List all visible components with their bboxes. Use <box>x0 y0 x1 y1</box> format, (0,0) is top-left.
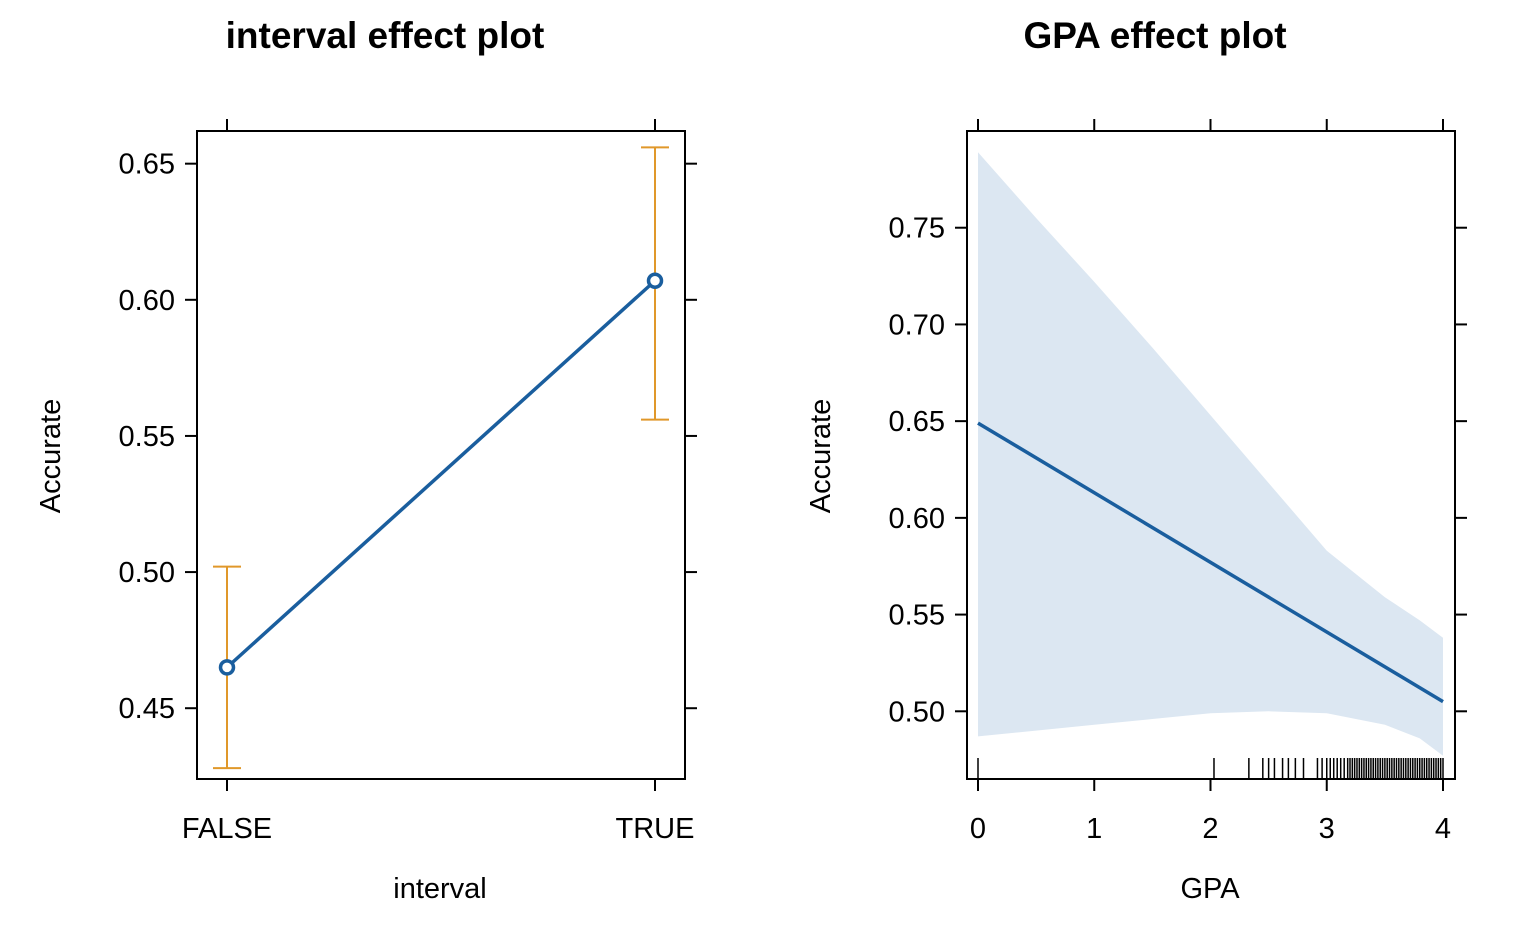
interval-effect-panel: interval effect plot interval Accurate F… <box>35 15 697 905</box>
x-tick-label: FALSE <box>182 813 272 845</box>
y-tick-label: 0.50 <box>889 696 945 728</box>
x-axis-label: interval <box>393 873 487 905</box>
y-tick-label: 0.45 <box>119 693 175 725</box>
x-tick-label: 3 <box>1319 813 1335 845</box>
x-tick-label: 0 <box>970 813 986 845</box>
y-tick-label: 0.65 <box>119 149 175 181</box>
y-tick-label: 0.50 <box>119 557 175 589</box>
x-tick-label: TRUE <box>616 813 695 845</box>
confidence-band <box>978 152 1443 756</box>
effect-line <box>977 421 1444 704</box>
x-tick-label: 2 <box>1202 813 1218 845</box>
y-tick-label: 0.55 <box>119 421 175 453</box>
data-point <box>218 659 236 676</box>
plot-frame <box>966 130 1456 780</box>
y-axis-label: Accurate <box>35 399 67 513</box>
y-tick-label: 0.60 <box>119 285 175 317</box>
y-axis-label: Accurate <box>805 399 837 513</box>
y-tick-label: 0.60 <box>889 503 945 535</box>
x-axis-label: GPA <box>1180 873 1240 905</box>
y-tick-label: 0.55 <box>889 600 945 632</box>
effect-line <box>225 279 657 669</box>
plot-frame <box>196 130 686 780</box>
chart-title: interval effect plot <box>226 15 545 56</box>
data-point <box>646 272 664 289</box>
gpa-effect-panel: GPA effect plot GPA Accurate 0 1 2 3 4 0.50 0.… <box>805 15 1467 905</box>
x-tick-label: 4 <box>1435 813 1451 845</box>
y-tick-label: 0.75 <box>889 213 945 245</box>
x-tick-label: 1 <box>1086 813 1102 845</box>
y-tick-label: 0.70 <box>889 309 945 341</box>
y-tick-label: 0.65 <box>889 406 945 438</box>
chart-title: GPA effect plot <box>1023 15 1286 56</box>
